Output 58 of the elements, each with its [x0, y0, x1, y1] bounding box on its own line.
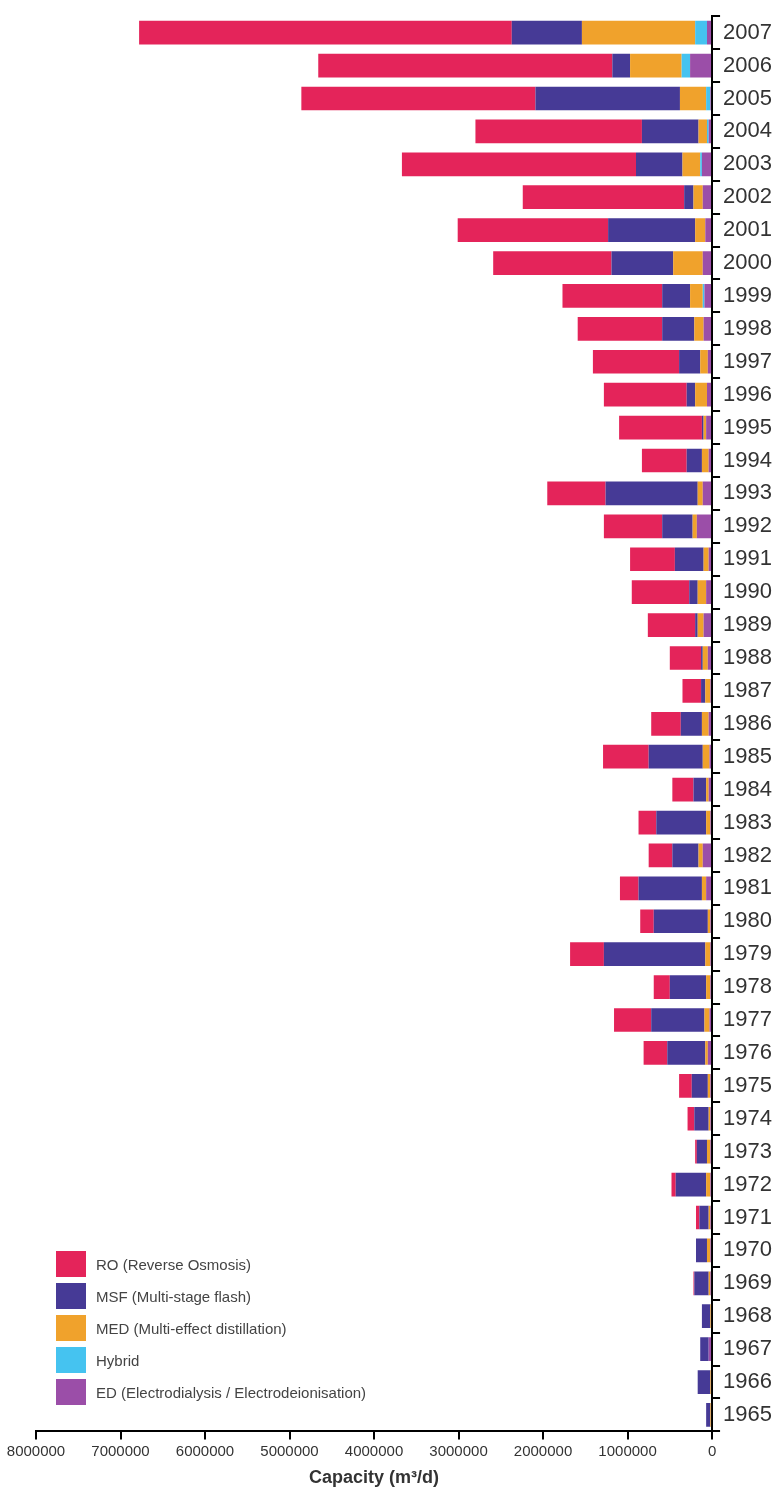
legend-label: RO (Reverse Osmosis) [96, 1255, 252, 1273]
x-tick-label: 7000000 [91, 1441, 150, 1459]
x-tick-label: 3000000 [429, 1441, 488, 1459]
y-tick-label: 1973 [723, 1137, 773, 1163]
x-tick-label: 8000000 [6, 1441, 66, 1459]
y-tick-label: 1984 [723, 775, 773, 801]
y-tick-label: 1969 [723, 1269, 773, 1295]
y-tick-label: 1965 [723, 1401, 773, 1427]
y-tick-label: 1966 [723, 1368, 773, 1394]
x-tick-label: 5000000 [260, 1441, 319, 1459]
y-tick-label: 1991 [723, 545, 773, 571]
y-tick-label: 1982 [723, 841, 773, 867]
x-tick-label: 2000000 [513, 1441, 573, 1459]
y-tick-label: 2004 [723, 117, 773, 143]
y-tick-label: 1979 [723, 940, 773, 966]
y-tick-label: 1986 [723, 709, 773, 735]
y-tick-label: 1990 [723, 578, 773, 604]
y-tick-label: 1998 [723, 314, 773, 340]
y-tick-label: 1978 [723, 973, 773, 999]
x-tick-label: 4000000 [344, 1441, 404, 1459]
y-tick-label: 2000 [723, 249, 773, 275]
legend-label: MSF (Multi-stage flash) [96, 1287, 252, 1305]
x-tick-label: 1000000 [598, 1441, 657, 1459]
y-tick-label: 1994 [723, 446, 773, 472]
y-tick-label: 1996 [723, 380, 773, 406]
y-tick-label: 1968 [723, 1302, 773, 1328]
y-tick-label: 1989 [723, 611, 773, 637]
y-tick-label: 2003 [723, 150, 773, 176]
y-tick-label: 1987 [723, 676, 773, 702]
legend-label: MED (Multi-effect distillation) [96, 1319, 287, 1337]
y-tick-label: 1976 [723, 1038, 773, 1064]
y-tick-label: 2006 [723, 51, 773, 77]
y-tick-label: 1981 [723, 874, 773, 900]
y-tick-label: 2002 [723, 183, 773, 209]
x-axis-title: Capacity (m³/d) [309, 1467, 440, 1488]
y-tick-label: 1995 [723, 413, 773, 439]
y-tick-label: 2007 [723, 18, 773, 44]
y-tick-label: 1983 [723, 808, 773, 834]
y-tick-label: 1993 [723, 479, 773, 505]
x-tick-label: 6000000 [175, 1441, 235, 1459]
y-tick-label: 2001 [723, 216, 773, 242]
y-tick-label: 1997 [723, 347, 773, 373]
y-tick-label: 1988 [723, 644, 773, 670]
y-tick-label: 1974 [723, 1104, 773, 1130]
y-tick-label: 1999 [723, 282, 773, 308]
x-tick-label: 0 [707, 1441, 717, 1459]
y-tick-label: 1967 [723, 1335, 773, 1361]
y-tick-label: 1985 [723, 742, 773, 768]
y-tick-label: 1970 [723, 1236, 773, 1262]
y-tick-label: 1980 [723, 907, 773, 933]
y-tick-label: 1977 [723, 1006, 773, 1032]
y-tick-label: 1971 [723, 1203, 773, 1229]
y-tick-label: 2005 [723, 84, 773, 110]
y-tick-label: 1992 [723, 512, 773, 538]
y-tick-label: 1975 [723, 1071, 773, 1097]
legend-label: ED (Electrodialysis / Electrodeionisation) [96, 1383, 367, 1401]
y-tick-label: 1972 [723, 1170, 773, 1196]
legend-label: Hybrid [96, 1351, 140, 1369]
